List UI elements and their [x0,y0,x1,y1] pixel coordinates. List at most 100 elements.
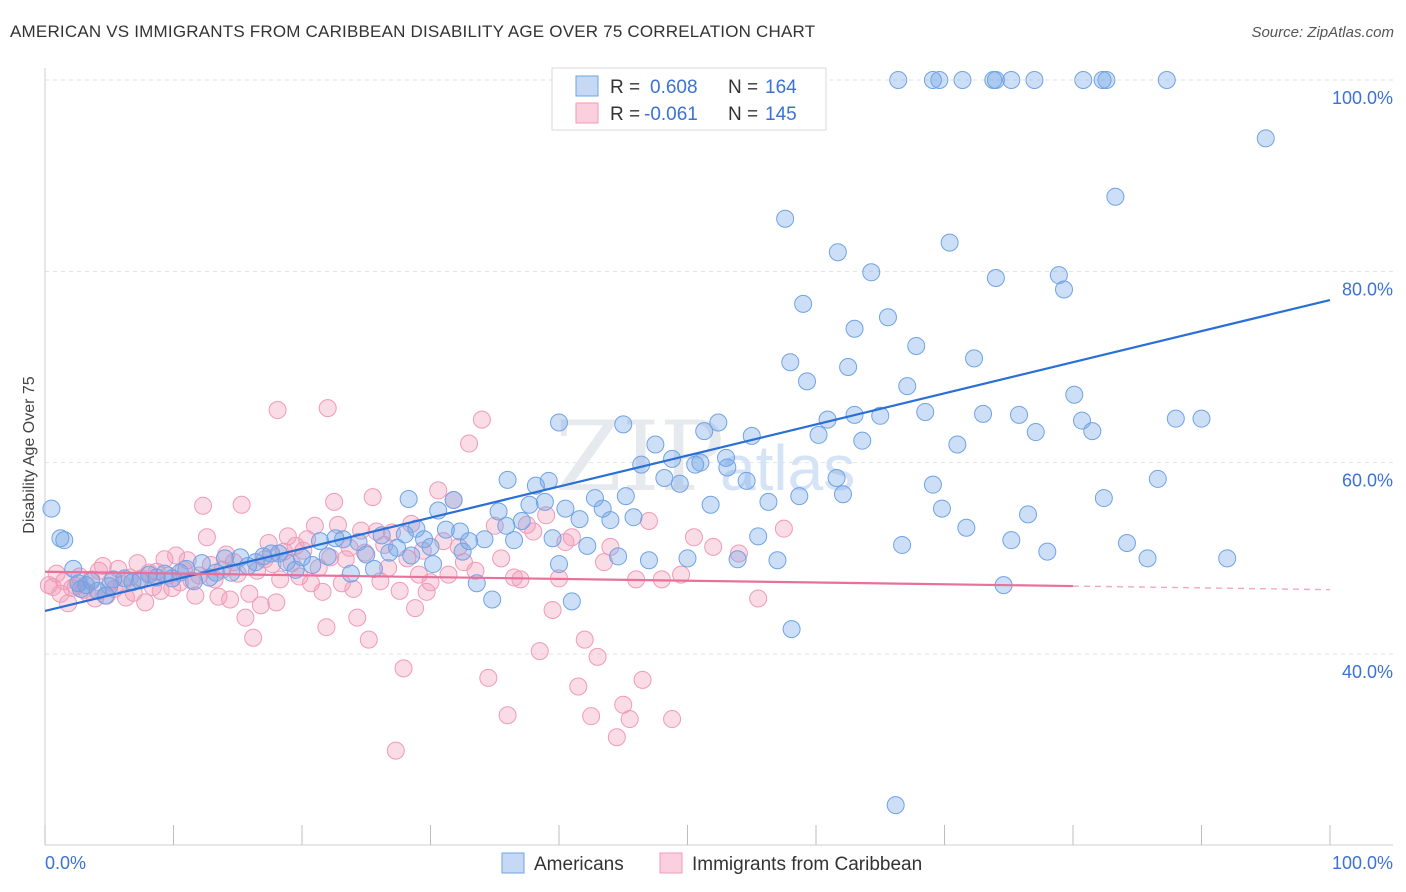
point-americans [1097,71,1116,89]
point-caribbean [209,587,228,606]
point-americans [646,435,665,454]
point-americans [489,502,508,521]
point-americans [709,413,728,432]
point-caribbean [749,589,768,608]
point-americans [749,527,768,546]
point-caribbean [729,544,748,563]
point-americans [957,518,976,537]
point-americans [907,336,926,355]
point-americans [55,531,74,550]
x-tick-labels: 0.0% 100.0% [45,853,1393,873]
legend-r-label-americans: R = [610,77,640,98]
point-caribbean [663,710,682,729]
chart-title: AMERICAN VS IMMIGRANTS FROM CARIBBEAN DI… [10,22,816,41]
point-americans [940,233,959,252]
point-caribbean [221,590,240,609]
point-caribbean [313,582,332,601]
point-caribbean [460,434,479,453]
point-americans [395,525,414,544]
point-americans [614,415,633,434]
trend-line-americans [44,298,1331,613]
point-caribbean [406,599,425,618]
point-caribbean [271,570,290,589]
point-caribbean [479,668,498,687]
point-americans [498,470,517,489]
point-caribbean [588,647,607,666]
point-caribbean [582,707,601,726]
point-americans [388,538,407,557]
point-caribbean [543,600,562,619]
point-americans [776,209,795,228]
point-caribbean [328,515,347,534]
y-tick-labels: 40.0% 60.0% 80.0% 100.0% [1332,88,1393,682]
point-caribbean [240,584,259,603]
point-caribbean [236,608,255,627]
point-caribbean [537,506,556,525]
legend-n-label-americans: N = [728,77,758,98]
point-americans [974,404,993,423]
point-caribbean [774,519,793,538]
y-axis-label: Disability Age Over 75 [21,376,38,534]
point-americans [718,458,737,477]
point-americans [768,551,787,570]
point-americans [467,574,486,593]
source-label: Source: ZipAtlas.com [1251,24,1394,41]
point-caribbean [359,630,378,649]
point-americans [670,474,689,493]
point-americans [923,71,942,89]
point-americans [845,319,864,338]
point-caribbean [575,630,594,649]
point-americans [460,532,479,551]
point-americans [1148,469,1167,488]
point-americans [678,549,697,568]
point-caribbean [363,488,382,507]
point-americans [520,495,539,514]
legend-swatch-caribbean [575,102,599,124]
point-americans [1002,531,1021,550]
point-americans [1010,405,1029,424]
point-caribbean [607,728,626,747]
point-americans [695,422,714,441]
legend: R = 0.608 N = 164 R = -0.061 N = 145 [551,67,827,131]
point-americans [898,377,917,396]
legend-n-value-americans: 164 [765,77,797,98]
legend-swatch-americans [575,75,599,97]
legend-r-value-americans: 0.608 [650,77,698,98]
point-americans [1026,423,1045,442]
point-americans [453,542,472,561]
point-caribbean [332,574,351,593]
point-americans [570,510,589,529]
point-americans [916,402,935,421]
bottom-legend-label-americans: Americans [534,854,624,875]
watermark-atlas: atlas [720,432,855,504]
point-americans [986,71,1005,89]
point-caribbean [244,628,263,647]
point-caribbean [530,642,549,661]
point-americans [402,546,421,565]
point-americans [341,564,360,583]
y-tick-label: 40.0% [1342,662,1393,682]
y-tick-label: 100.0% [1332,88,1393,108]
series-americans-points [42,71,1275,815]
point-americans [932,499,951,518]
point-caribbean [562,528,581,547]
point-americans [415,530,434,549]
point-americans [585,489,604,508]
point-caribbean [267,593,286,612]
trend-line-caribbean-extension [1072,585,1331,591]
point-caribbean [524,522,543,541]
point-americans [1256,129,1275,148]
point-americans [424,555,443,574]
axes [44,68,1393,846]
point-americans [364,559,383,578]
point-caribbean [325,492,344,511]
point-caribbean [601,537,620,556]
point-americans [609,547,628,566]
point-americans [451,522,470,541]
point-americans [1106,187,1125,206]
point-caribbean [472,410,491,429]
point-americans [833,485,852,504]
point-americans [1038,542,1057,561]
point-caribbean [136,593,155,612]
